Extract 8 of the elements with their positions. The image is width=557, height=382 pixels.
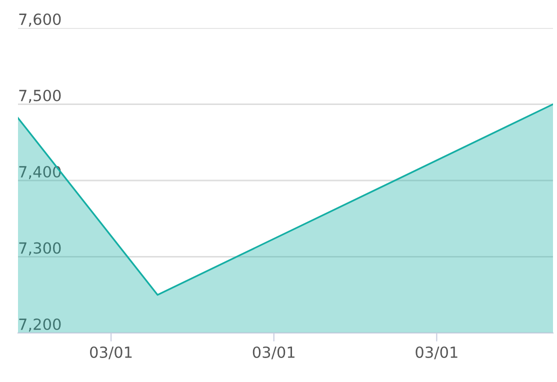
y-tick-label: 7,500 xyxy=(19,90,61,103)
x-tick-label: 03/01 xyxy=(90,346,132,360)
y-tick-label: 7,200 xyxy=(19,318,61,332)
x-tick-label: 03/01 xyxy=(252,346,294,360)
y-tick-label: 7,400 xyxy=(19,166,61,180)
y-tick-label: 7,300 xyxy=(19,242,61,256)
x-tick-label: 03/01 xyxy=(416,346,458,360)
y-tick-label: 7,600 xyxy=(19,13,61,27)
